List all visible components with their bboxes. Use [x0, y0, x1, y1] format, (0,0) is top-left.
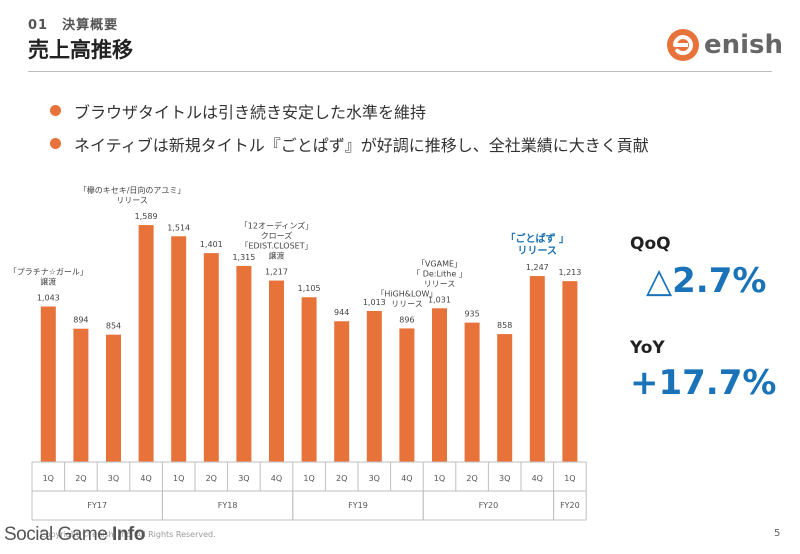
enish-logo-icon [667, 29, 699, 61]
fiscal-year-label: FY18 [218, 501, 238, 510]
bullet-text: ネイティブは新規タイトル『ごとぱず』が好調に推移し、全社業績に大きく貢献 [74, 135, 649, 155]
event-annotation: クローズ [261, 231, 293, 241]
event-annotation: 「プラチナ☆ガール」 [9, 266, 88, 276]
x-tick-label: 4Q [532, 474, 543, 483]
bar-value-label: 1,031 [428, 295, 451, 304]
event-annotation: 「12オーディンズ」 [240, 221, 313, 231]
section-label: 01 決算概要 [28, 18, 119, 33]
page-number: 5 [774, 528, 781, 539]
event-annotation: 「 De:Lithe 」 [412, 269, 467, 278]
watermark-left: Social Game [4, 524, 113, 545]
event-annotation: 「欅のキセキ/日向のアユミ」 [79, 185, 186, 195]
x-tick-label: 1Q [173, 474, 184, 483]
x-tick-label: 4Q [271, 474, 282, 483]
bullet-list: ブラウザタイトルは引き続き安定した水準を維持 ネイティブは新規タイトル『ごとぱず… [50, 94, 649, 160]
bar-value-label: 894 [73, 316, 88, 325]
x-tick-label: 2Q [336, 474, 347, 483]
bar [203, 253, 219, 462]
event-annotation: 譲渡 [40, 276, 56, 286]
event-annotation: 譲渡 [269, 251, 285, 261]
bar [562, 281, 578, 462]
x-tick-label: 3Q [238, 474, 249, 483]
bar-value-label: 858 [497, 321, 512, 330]
watermark: Social Game Info [4, 524, 145, 546]
bar [497, 334, 513, 462]
event-annotation: 「ごとぱず 」 [506, 232, 569, 245]
bar-value-label: 1,043 [37, 293, 60, 302]
bar-value-label: 1,105 [298, 284, 321, 293]
bar-value-label: 1,213 [558, 268, 581, 277]
x-tick-label: 4Q [401, 474, 412, 483]
bar [40, 306, 56, 462]
yoy-value: +17.7% [630, 363, 777, 403]
bar [529, 276, 545, 462]
fiscal-year-label: FY20 [560, 501, 580, 510]
bar-value-label: 1,514 [167, 223, 190, 232]
bar [269, 280, 284, 462]
bar-value-label: 935 [464, 310, 479, 319]
fiscal-year-label: FY17 [87, 501, 107, 510]
bullet-item: ネイティブは新規タイトル『ごとぱず』が好調に推移し、全社業績に大きく貢献 [50, 127, 649, 160]
bar [432, 308, 447, 462]
title-divider [28, 71, 772, 72]
bar-value-label: 1,217 [265, 268, 288, 277]
x-tick-label: 3Q [108, 474, 119, 483]
qoq-value: △2.7% [646, 261, 767, 301]
bar [106, 334, 121, 462]
bullet-item: ブラウザタイトルは引き続き安定した水準を維持 [50, 94, 649, 127]
x-tick-label: 2Q [206, 474, 217, 483]
bar-value-label: 1,401 [200, 240, 223, 249]
logo-text: enish [704, 30, 784, 60]
bar [73, 328, 89, 462]
bar-value-label: 1,247 [526, 263, 549, 272]
bar [399, 328, 415, 462]
bar [301, 297, 317, 462]
bar-value-label: 944 [334, 308, 349, 317]
fiscal-year-label: FY19 [348, 501, 368, 510]
bar [464, 322, 480, 462]
bullet-dot-icon [50, 105, 61, 116]
event-annotation: リリース [424, 279, 456, 288]
event-annotation: 「HiGH&LOW」 [376, 289, 437, 298]
x-tick-label: 1Q [303, 474, 314, 483]
bar [366, 310, 382, 462]
bar-value-label: 896 [399, 315, 414, 324]
company-logo: enish [666, 28, 783, 62]
x-tick-label: 2Q [466, 474, 477, 483]
event-annotation: リリース [391, 299, 423, 308]
qoq-label: QoQ [630, 234, 671, 254]
copyright-text: Copyright © enish, Inc. All Rights Reser… [40, 530, 216, 539]
bar [138, 225, 154, 462]
x-tick-label: 4Q [140, 474, 151, 483]
bar-value-label: 854 [106, 322, 121, 331]
watermark-right: Info [112, 524, 145, 545]
x-tick-label: 1Q [43, 474, 54, 483]
page-title: 売上高推移 [28, 38, 133, 62]
event-annotation: リリース [518, 245, 558, 257]
fiscal-year-label: FY20 [479, 501, 499, 510]
event-annotation: 「EDIST.CLOSET」 [240, 242, 312, 251]
x-tick-label: 3Q [499, 474, 510, 483]
event-annotation: リリース [116, 196, 148, 205]
yoy-label: YoY [630, 338, 665, 358]
event-annotation: 「VGAME」 [417, 259, 462, 268]
bar-value-label: 1,315 [232, 253, 255, 262]
bar [171, 236, 187, 462]
bullet-text: ブラウザタイトルは引き続き安定した水準を維持 [74, 102, 427, 122]
x-tick-label: 2Q [75, 474, 86, 483]
bar [236, 265, 252, 462]
bullet-dot-icon [50, 138, 61, 149]
x-tick-label: 3Q [369, 474, 380, 483]
x-tick-label: 1Q [434, 474, 445, 483]
bar [334, 321, 350, 462]
bar-value-label: 1,589 [135, 212, 158, 221]
x-tick-label: 1Q [564, 474, 575, 483]
bar-value-label: 1,013 [363, 298, 386, 307]
